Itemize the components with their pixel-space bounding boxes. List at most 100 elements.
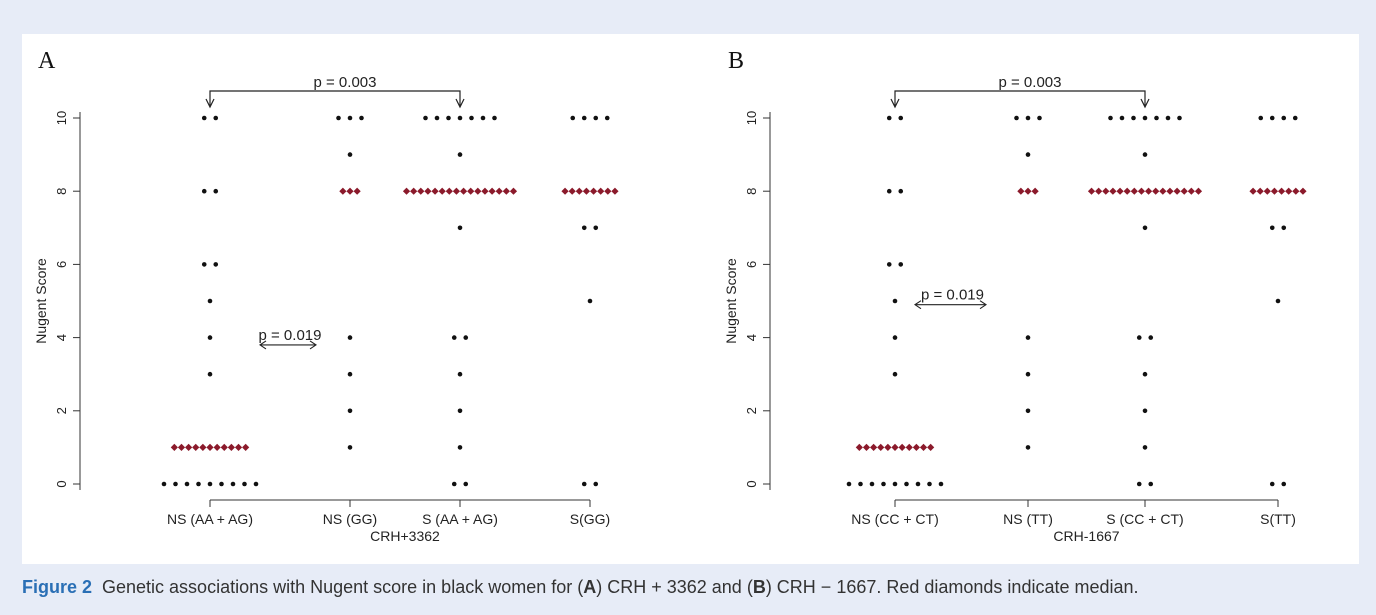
arrow-head [979,300,987,310]
median-diamond [1285,187,1293,195]
data-point [1142,445,1148,450]
data-point [213,115,219,121]
data-point [892,371,898,377]
median-diamond [220,443,228,451]
data-point [1275,298,1281,304]
data-point [219,481,224,487]
figure-label: Figure 2 [22,577,93,597]
median-diamond [467,187,475,195]
median-diamond [185,443,193,451]
data-point [1177,115,1182,121]
data-point [1025,335,1031,340]
arrow-head [455,98,465,109]
median-diamond [459,187,468,195]
p-value-annotation: p = 0.019 [921,287,984,304]
chart-svg: A 0 2 4 6 8 10 Nugent Score NS (AA + AG) NS (GG) S… [33,48,1307,544]
median-diamond [177,443,186,451]
median-diamond [213,443,221,451]
median-diamond [495,187,503,195]
y-tick-label: 10 [54,111,69,125]
x-axis-label: CRH+3362 [370,528,440,544]
median-diamond [410,187,418,195]
data-point [336,115,341,121]
median-diamond [1017,187,1025,195]
data-point [1131,115,1136,121]
plot-area: A 0 2 4 6 8 10 Nugent Score NS (AA + AG) NS (GG) S… [22,34,1359,564]
median-diamond [1130,187,1138,195]
median-diamond [192,443,200,451]
median-diamond [912,443,920,451]
x-tick-label: NS (CC + CT) [851,511,939,527]
data-point [915,481,921,487]
data-point [898,115,904,121]
data-point [1281,225,1287,231]
data-point [480,115,486,121]
arrow-head [914,300,922,310]
data-point [846,481,852,487]
median-diamond [1152,187,1160,195]
data-point [457,152,463,157]
x-tick-label: S (AA + AG) [422,511,498,527]
median-diamond [1031,187,1039,195]
median-diamond [604,187,612,195]
data-point [469,115,474,121]
y-tick-label: 6 [54,261,69,268]
data-point [1037,115,1042,121]
data-point [1269,225,1275,231]
data-point [892,335,898,340]
median-diamond [206,443,214,451]
data-point [457,408,463,414]
caption-panel-b: B [752,577,766,597]
median-diamond [199,443,207,451]
data-point [1269,481,1275,487]
data-point [242,481,247,487]
median-diamond [234,443,243,451]
data-point [1136,335,1142,340]
y-tick-label: 4 [54,334,69,341]
arrow-head [205,98,215,109]
median-diamond [611,187,619,195]
median-diamond [597,187,605,195]
p-value-annotation: p = 0.003 [314,74,377,91]
median-diamond [1159,187,1167,195]
data-point [604,115,610,121]
y-tick-label: 10 [744,111,759,125]
y-axis-label: Nugent Score [723,258,739,344]
data-point [201,188,207,194]
median-diamond [855,443,863,451]
data-point [886,188,892,194]
data-point [457,225,463,231]
y-tick-label: 6 [744,261,759,268]
median-diamond [919,443,928,451]
data-point [184,481,190,487]
data-point [898,188,904,194]
bracket-line [209,90,461,106]
median-diamond [353,187,361,195]
data-point [1165,115,1171,121]
data-point [207,298,213,304]
data-point [434,115,440,121]
data-point [359,115,364,121]
data-point [1281,115,1287,121]
data-point [207,481,213,487]
data-point [457,445,463,450]
data-point [207,371,213,377]
median-diamond [1087,187,1096,195]
panel-label: B [728,48,744,74]
median-diamond [870,443,878,451]
data-point [570,115,576,121]
data-point [1148,481,1154,487]
data-point [253,481,259,487]
data-point [207,335,213,340]
median-diamond [1102,187,1110,195]
median-diamond [481,187,489,195]
x-tick-label: S(TT) [1260,511,1296,527]
data-point [1025,371,1031,377]
median-diamond [452,187,461,195]
median-diamond [884,443,892,451]
x-tick-label: NS (GG) [323,511,377,527]
data-point [423,115,428,121]
data-point [1142,408,1148,414]
median-diamond [898,443,906,451]
data-point [593,225,599,231]
